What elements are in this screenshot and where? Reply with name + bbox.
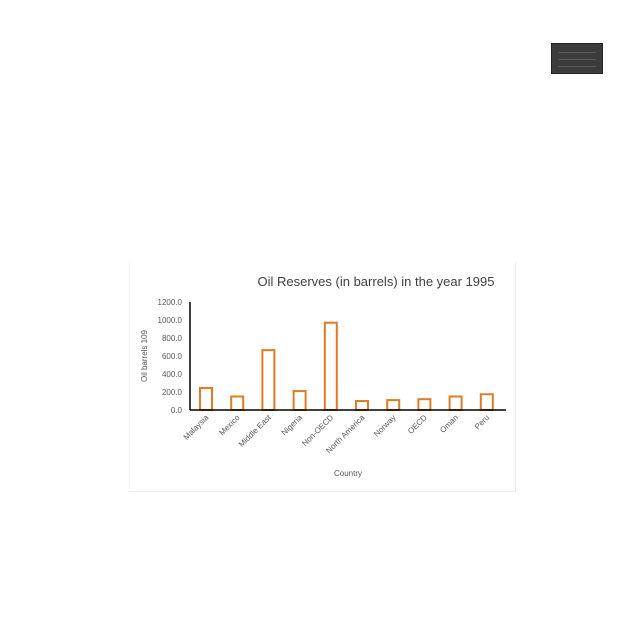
bar-chart: Oil Reserves (in barrels) in the year 19… [140, 274, 506, 478]
x-tick-label: Norway [372, 413, 398, 439]
bar [448, 395, 463, 411]
chart-container: Oil Reserves (in barrels) in the year 19… [129, 262, 516, 492]
x-axis-label: Country [334, 469, 362, 478]
y-tick-label: 1000.0 [158, 316, 183, 325]
bar [292, 390, 307, 412]
y-tick-label: 800.0 [162, 334, 183, 343]
x-tick-label: Oman [438, 413, 460, 435]
y-tick-label: 400.0 [162, 370, 183, 379]
bar [261, 349, 276, 411]
x-tick-label: Mexico [217, 413, 242, 438]
y-axis-label: Oil barrels 109 [140, 329, 149, 382]
y-tick-label: 1200.0 [158, 298, 183, 307]
bar [386, 399, 401, 412]
x-tick-label: OECD [406, 413, 429, 436]
x-tick-label: Nigeria [280, 413, 305, 438]
bar [417, 398, 432, 411]
chart-title: Oil Reserves (in barrels) in the year 19… [258, 274, 495, 289]
bar [199, 386, 213, 411]
chart-thumbnail-icon[interactable] [551, 43, 603, 74]
x-tick-label: Malaysia [182, 413, 211, 442]
x-tick-label: Middle East [237, 413, 273, 449]
bar [323, 321, 338, 412]
x-tick-label: Peru [473, 413, 491, 431]
bar [230, 395, 245, 411]
bar [355, 400, 369, 411]
y-tick-label: 600.0 [162, 352, 183, 361]
y-tick-label: 0.0 [171, 406, 183, 415]
bar [479, 393, 494, 411]
y-tick-label: 200.0 [162, 388, 183, 397]
